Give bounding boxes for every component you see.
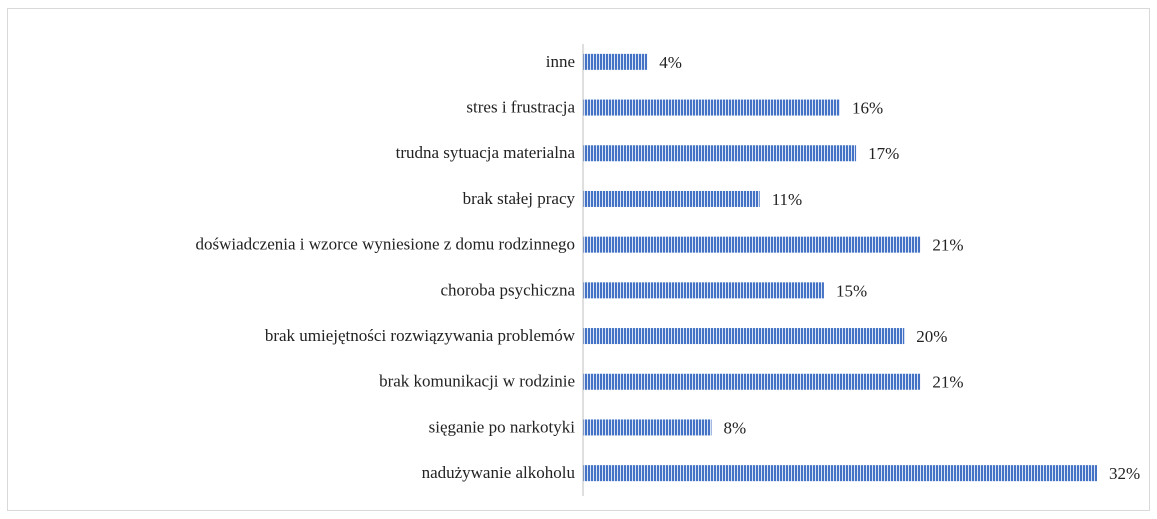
value-label: 32% [1109, 464, 1140, 483]
bar [583, 53, 648, 70]
category-label: brak stałej pracy [463, 189, 576, 208]
value-label: 4% [659, 53, 682, 72]
category-label: doświadczenia i wzorce wyniesione z domu… [195, 235, 575, 254]
value-label: 17% [868, 144, 899, 163]
bar [583, 282, 824, 299]
bar [583, 465, 1097, 482]
value-label: 16% [852, 98, 883, 117]
bar [583, 236, 921, 253]
bar [583, 145, 857, 162]
value-label: 21% [932, 373, 963, 392]
bar [583, 99, 840, 116]
category-label: brak umiejętności rozwiązywania problemó… [265, 326, 576, 345]
chart-border [7, 8, 1150, 511]
value-label: 21% [932, 236, 963, 255]
category-label: nadużywanie alkoholu [422, 463, 576, 482]
bar [583, 419, 712, 436]
category-label: trudna sytuacja materialna [396, 143, 576, 162]
bar [583, 190, 760, 207]
category-label: choroba psychiczna [440, 280, 575, 299]
category-label: brak komunikacji w rodzinie [379, 372, 575, 391]
bar [583, 373, 921, 390]
category-label: stres i frustracja [466, 97, 575, 116]
bar [583, 328, 905, 345]
value-label: 11% [772, 190, 803, 209]
category-label: inne [546, 52, 575, 71]
category-label: sięganie po narkotyki [429, 417, 576, 436]
value-label: 20% [916, 327, 947, 346]
value-label: 15% [836, 281, 867, 300]
value-label: 8% [724, 418, 747, 437]
